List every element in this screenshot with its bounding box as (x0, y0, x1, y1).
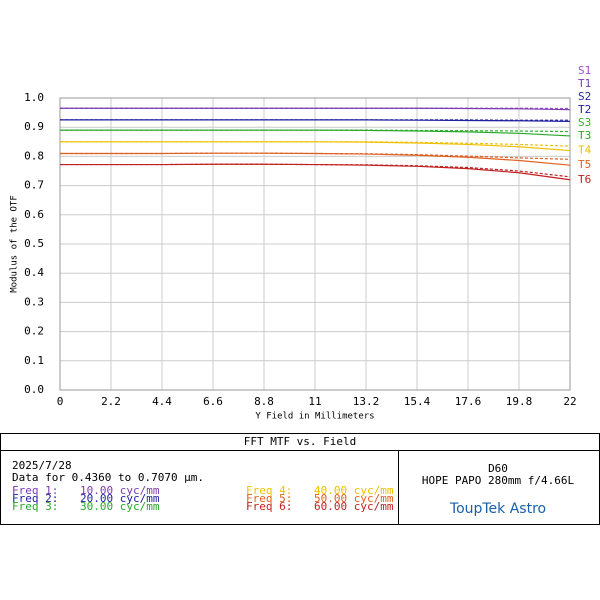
series-line (60, 163, 571, 178)
frequency-label: Freq 3: (12, 500, 58, 513)
lens-name: HOPE PAPO 280mm f/4.66L (422, 474, 575, 487)
frequency-value: 50.00 cyc/mm (314, 492, 394, 505)
series-label: T6 (578, 173, 591, 186)
series-label: S3 (578, 116, 591, 129)
frequency-value: 60.00 cyc/mm (314, 500, 394, 513)
series-line (60, 119, 571, 122)
y-tick-label: 0.6 (24, 208, 44, 221)
y-tick-label: 1.0 (24, 91, 44, 104)
frequency-value: 10.00 cyc/mm (80, 484, 160, 497)
x-tick-label: 17.6 (455, 395, 482, 408)
date: 2025/7/28 (12, 459, 72, 472)
y-tick-label: 0.4 (24, 266, 44, 279)
x-tick-label: 19.8 (506, 395, 533, 408)
y-tick-label: 0.1 (24, 354, 44, 367)
y-axis-label: Modulus of the OTF (10, 195, 20, 293)
frequency-value: 20.00 cyc/mm (80, 492, 160, 505)
series-line (60, 107, 571, 111)
series-line (60, 141, 571, 147)
frequency-label: Freq 1: (12, 484, 58, 497)
brand-logo: ToupTek Astro (449, 501, 546, 517)
data-range: Data for 0.4360 to 0.7070 µm. (12, 471, 204, 484)
y-tick-label: 0.5 (24, 237, 44, 250)
series-label: T2 (578, 103, 591, 116)
x-tick-label: 6.6 (203, 395, 223, 408)
series-label: T4 (578, 144, 592, 157)
y-tick-label: 0.7 (24, 179, 44, 192)
info-title: FFT MTF vs. Field (244, 435, 357, 448)
series-label: T3 (578, 129, 591, 142)
x-tick-label: 22 (563, 395, 576, 408)
x-tick-label: 0 (57, 395, 64, 408)
x-tick-label: 2.2 (101, 395, 121, 408)
frequency-label: Freq 4: (246, 484, 292, 497)
x-tick-label: 11 (308, 395, 321, 408)
x-tick-label: 4.4 (152, 395, 172, 408)
x-tick-label: 8.8 (254, 395, 274, 408)
y-tick-label: 0.9 (24, 120, 44, 133)
x-tick-label: 15.4 (404, 395, 431, 408)
lens-code: D60 (488, 462, 508, 475)
frequency-value: 40.00 cyc/mm (314, 484, 394, 497)
y-tick-label: 0.2 (24, 325, 44, 338)
frequency-label: Freq 6: (246, 500, 292, 513)
x-tick-label: 13.2 (353, 395, 380, 408)
frequency-label: Freq 2: (12, 492, 58, 505)
series-label: T1 (578, 77, 591, 90)
frequency-label: Freq 5: (246, 492, 292, 505)
x-axis-label: Y Field in Millimeters (255, 412, 374, 422)
series-line (60, 152, 571, 160)
series-label: T5 (578, 158, 591, 171)
y-tick-label: 0.3 (24, 295, 44, 308)
y-tick-label: 0.0 (24, 383, 44, 396)
series-line (60, 129, 571, 137)
plot-frame (59, 97, 571, 391)
frequency-value: 30.00 cyc/mm (80, 500, 160, 513)
y-tick-label: 0.8 (24, 149, 44, 162)
series-label: S2 (578, 90, 591, 103)
series-label: S1 (578, 64, 591, 77)
